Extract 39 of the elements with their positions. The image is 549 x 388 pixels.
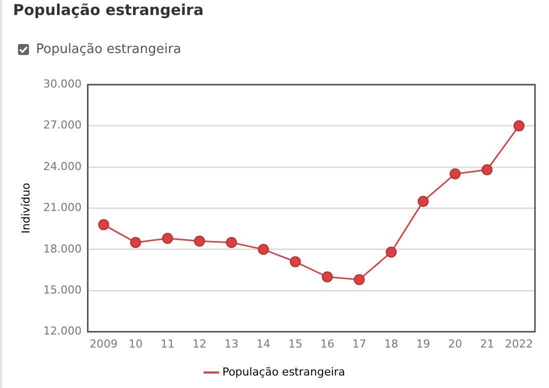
point: [514, 120, 525, 132]
x-tick-label: 12: [192, 337, 207, 350]
point: [194, 236, 206, 247]
x-tick-label: 2009: [90, 337, 118, 350]
text: População estrangeira: [36, 42, 182, 57]
point: [482, 164, 493, 176]
y-tick-label: 18.000: [43, 242, 82, 256]
x-tick-label: 14: [256, 337, 270, 350]
point: [162, 232, 174, 244]
y-tick-label: 12.000: [43, 324, 82, 338]
point: [354, 274, 365, 286]
x-tick-label: 21: [480, 337, 494, 350]
x-tick-label: 20: [448, 337, 462, 350]
y-axis-title: Indivíduo: [19, 182, 32, 234]
point: [98, 219, 110, 230]
x-tick-label: 15: [288, 337, 302, 350]
y-tick-label: 30.000: [43, 77, 82, 90]
x-tick-label: 2022: [505, 337, 534, 350]
y-tick-label: 27.000: [43, 118, 82, 132]
x-tick-label: 10: [128, 337, 143, 350]
x-tick-label: 17: [352, 337, 366, 350]
y-tick-label: 15.000: [43, 283, 82, 296]
point: [226, 237, 237, 248]
point: [258, 244, 269, 255]
y-tick-label: 24.000: [43, 160, 82, 173]
x-tick-label: 16: [320, 337, 334, 350]
x-tick-label: 11: [160, 337, 175, 350]
point: [130, 237, 142, 248]
point: [290, 256, 301, 268]
point: [418, 196, 429, 207]
point: [322, 271, 333, 282]
y-tick-label: 21.000: [43, 201, 82, 214]
legend-label: População estrangeira: [222, 365, 346, 378]
point: [450, 168, 461, 180]
point: [386, 246, 397, 258]
chart-title: População estrangeira: [13, 1, 204, 19]
x-tick-label: 18: [384, 337, 398, 350]
x-tick-label: 19: [416, 337, 430, 350]
x-tick-label: 13: [224, 337, 238, 350]
